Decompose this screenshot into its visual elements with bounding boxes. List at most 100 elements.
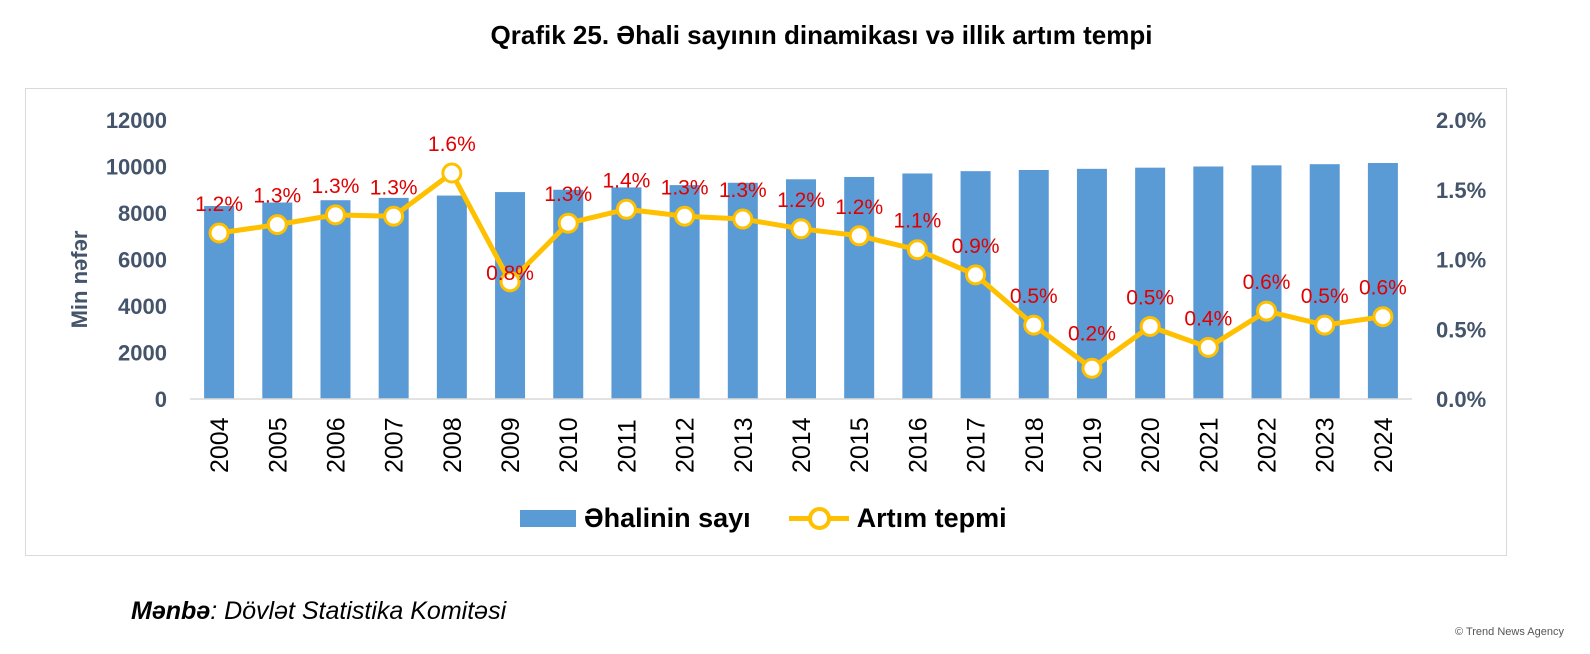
- growth-point-2018: [1023, 314, 1045, 336]
- x-tick-label-2018: 2018: [1021, 417, 1049, 473]
- growth-data-label-2014: 1.2%: [777, 189, 825, 212]
- bar-2008: [436, 195, 467, 399]
- y-left-tick-label: 10000: [106, 155, 167, 180]
- growth-data-label-2009: 0.8%: [486, 262, 534, 285]
- growth-data-label-2015: 1.2%: [835, 196, 883, 219]
- growth-point-2020: [1139, 315, 1161, 337]
- growth-point-2019: [1081, 357, 1103, 379]
- bar-2014: [786, 179, 816, 399]
- bar-2016: [902, 173, 933, 399]
- bar-2018: [1018, 169, 1049, 399]
- growth-data-label-2018: 0.5%: [1010, 285, 1058, 308]
- source-note: Mənbə: Dövlət Statistika Komitəsi: [131, 597, 506, 626]
- y-left-tick-label: 8000: [118, 201, 167, 226]
- growth-data-label-2023: 0.5%: [1301, 285, 1349, 308]
- y-right-tick-label: 2.0%: [1436, 108, 1486, 133]
- bar-2020: [1135, 167, 1166, 399]
- growth-data-label-2021: 0.4%: [1184, 307, 1232, 330]
- growth-data-label-2013: 1.3%: [719, 179, 767, 202]
- x-tick-label-2024: 2024: [1370, 417, 1398, 473]
- x-tick-label-2008: 2008: [439, 417, 467, 473]
- growth-data-label-2007: 1.3%: [370, 176, 418, 199]
- growth-point-2014: [790, 218, 812, 240]
- bar-2022: [1251, 165, 1282, 399]
- x-tick-label-2013: 2013: [730, 417, 758, 473]
- growth-data-label-2016: 1.1%: [893, 210, 941, 233]
- x-tick-label-2009: 2009: [497, 417, 525, 473]
- growth-data-label-2012: 1.3%: [661, 176, 709, 199]
- y-right-tick-label: 0.0%: [1436, 387, 1486, 412]
- growth-data-label-2005: 1.3%: [253, 185, 301, 208]
- growth-point-2013: [732, 208, 754, 230]
- y-right-tick-label: 1.5%: [1436, 178, 1486, 203]
- growth-data-label-2017: 0.9%: [952, 235, 1000, 258]
- growth-point-2023: [1314, 314, 1336, 336]
- source-label: Mənbə: [131, 597, 211, 625]
- x-tick-label-2021: 2021: [1195, 417, 1223, 473]
- growth-point-2009: [499, 271, 521, 293]
- x-tick-label-2016: 2016: [904, 417, 932, 473]
- x-tick-label-2015: 2015: [846, 417, 874, 473]
- growth-point-2015: [848, 225, 870, 247]
- x-tick-label-2023: 2023: [1312, 417, 1340, 473]
- x-tick-label-2017: 2017: [963, 417, 991, 473]
- x-tick-label-2019: 2019: [1079, 417, 1107, 473]
- x-tick-label-2022: 2022: [1254, 417, 1282, 473]
- y-left-axis-label: Min nəfər: [67, 230, 92, 328]
- growth-point-2006: [324, 204, 346, 226]
- growth-point-2021: [1197, 336, 1219, 358]
- growth-point-2011: [615, 198, 637, 220]
- bar-2015: [844, 176, 875, 399]
- y-left-tick-label: 0: [155, 387, 167, 412]
- legend-label-growth: Artım tepmi: [856, 502, 1007, 533]
- growth-data-label-2006: 1.3%: [312, 175, 360, 198]
- y-right-tick-label: 0.5%: [1436, 317, 1486, 342]
- legend-item-population: Əhalinin sayı: [520, 503, 751, 534]
- legend-bar-swatch: [520, 509, 576, 527]
- growth-data-label-2022: 0.6%: [1243, 271, 1291, 294]
- growth-point-2022: [1256, 300, 1278, 322]
- y-left-tick-label: 2000: [118, 341, 167, 366]
- growth-data-label-2024: 0.6%: [1359, 277, 1407, 300]
- x-tick-label-2005: 2005: [264, 417, 292, 473]
- growth-point-2005: [266, 214, 288, 236]
- bar-2009: [495, 192, 526, 399]
- x-tick-label-2010: 2010: [555, 417, 583, 473]
- bar-2011: [611, 187, 642, 399]
- x-tick-label-2006: 2006: [322, 417, 350, 473]
- y-right-tick-label: 1.0%: [1436, 248, 1486, 273]
- growth-point-2007: [383, 205, 405, 227]
- growth-point-2024: [1372, 306, 1394, 328]
- growth-data-label-2010: 1.3%: [544, 183, 592, 206]
- growth-point-2017: [965, 264, 987, 286]
- bar-2005: [262, 202, 293, 399]
- x-tick-label-2007: 2007: [381, 417, 409, 473]
- x-tick-label-2020: 2020: [1137, 417, 1165, 473]
- growth-data-label-2011: 1.4%: [602, 169, 650, 192]
- growth-point-2008: [441, 162, 463, 184]
- chart-legend: Əhalinin sayı Artım tepmi: [520, 498, 1045, 538]
- bar-2007: [378, 197, 409, 399]
- y-left-tick-label: 4000: [118, 294, 167, 319]
- bar-2023: [1309, 164, 1340, 399]
- growth-data-label-2020: 0.5%: [1126, 286, 1174, 309]
- chart-title: Qrafik 25. Əhali sayının dinamikası və i…: [490, 20, 1153, 50]
- watermark: © Trend News Agency: [1455, 626, 1564, 638]
- source-text: : Dövlət Statistika Komitəsi: [210, 597, 507, 625]
- growth-data-label-2004: 1.2%: [195, 193, 243, 216]
- x-tick-label-2014: 2014: [788, 417, 816, 473]
- growth-data-label-2019: 0.2%: [1068, 322, 1116, 345]
- growth-point-2016: [906, 239, 928, 261]
- x-tick-label-2004: 2004: [206, 417, 234, 473]
- x-tick-label-2011: 2011: [613, 419, 641, 473]
- bar-2024: [1367, 163, 1398, 399]
- growth-point-2004: [208, 222, 230, 244]
- growth-point-2010: [557, 212, 579, 234]
- bar-2021: [1193, 166, 1224, 399]
- bar-2006: [320, 200, 351, 399]
- y-left-tick-label: 6000: [118, 248, 167, 273]
- legend-line-swatch: [788, 506, 849, 530]
- legend-item-growth: Artım tepmi: [788, 502, 1007, 534]
- x-tick-label-2012: 2012: [672, 417, 700, 473]
